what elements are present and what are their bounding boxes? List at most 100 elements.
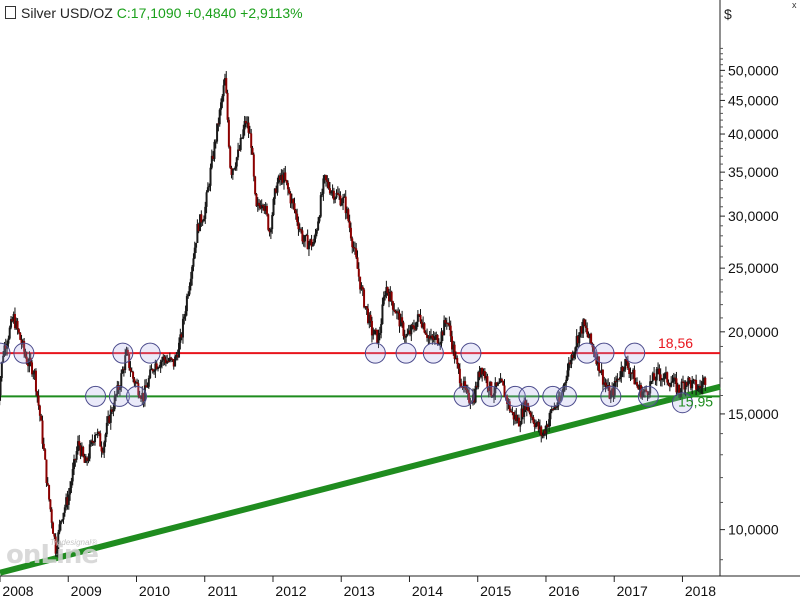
candle-down <box>432 337 435 340</box>
candle-down <box>45 459 48 484</box>
candle-up <box>241 137 244 139</box>
candle-up <box>160 360 163 362</box>
candle-down <box>448 323 451 326</box>
candle-down <box>398 312 401 327</box>
candle-down <box>403 335 406 338</box>
candle-up <box>283 172 286 183</box>
candle-up <box>175 355 178 357</box>
candle-down <box>275 188 278 193</box>
candle-down <box>418 314 421 316</box>
candle-up <box>88 444 91 459</box>
candle-up <box>57 532 60 552</box>
candle-down <box>604 382 607 386</box>
candle-up <box>596 356 599 364</box>
candle-up <box>181 318 184 338</box>
candle-up <box>334 197 337 200</box>
candle-up <box>0 378 2 396</box>
candle-up <box>94 435 97 443</box>
candle-down <box>82 446 85 457</box>
candle-up <box>482 371 485 375</box>
candle-up <box>202 218 205 222</box>
candle-down <box>445 322 448 324</box>
candle-up <box>632 369 635 374</box>
candle-up <box>579 326 582 333</box>
candle-up <box>150 369 153 371</box>
candle-down <box>552 409 555 411</box>
candle-up <box>109 409 112 423</box>
candle-up <box>684 382 687 390</box>
y-tick-label: 45,0000 <box>728 92 779 108</box>
candle-down <box>137 383 140 396</box>
candle-up <box>7 338 10 344</box>
candle-down <box>444 320 447 323</box>
candle-down <box>244 120 247 124</box>
candle-up <box>472 394 475 403</box>
candle-down <box>469 402 472 404</box>
candle-down <box>475 385 478 388</box>
candle-down <box>285 179 288 183</box>
candle-down <box>4 345 7 349</box>
y-tick-label: 40,0000 <box>728 126 779 142</box>
candle-down <box>370 320 373 336</box>
candle-down <box>351 238 354 248</box>
candle-down <box>554 406 557 408</box>
resistance-label: 18,56 <box>658 335 693 351</box>
candle-down <box>558 396 561 402</box>
candle-down <box>580 326 583 334</box>
candle-up <box>629 372 632 375</box>
candle-up <box>154 363 157 372</box>
candle-down <box>369 314 372 321</box>
candle-down <box>681 381 684 383</box>
candle-down <box>353 247 356 249</box>
candle-down <box>615 381 618 383</box>
candle-up <box>309 239 312 243</box>
candle-up <box>65 497 68 508</box>
candle-down <box>674 377 677 379</box>
x-tick-label: 2014 <box>412 583 443 599</box>
candle-down <box>332 190 335 200</box>
candle-down <box>258 202 261 206</box>
candle-down <box>704 377 707 386</box>
corner-x-icon[interactable]: x <box>792 0 797 10</box>
candle-down <box>289 193 292 204</box>
candle-down <box>163 356 166 360</box>
candle-down <box>133 378 136 384</box>
candle-up <box>343 196 346 198</box>
checkbox-icon[interactable] <box>5 6 16 19</box>
candle-up <box>618 377 621 380</box>
touch-marker <box>453 385 475 407</box>
touch-marker <box>108 385 130 407</box>
candle-up <box>80 446 83 456</box>
candle-up <box>205 192 208 207</box>
candle-up <box>440 331 443 344</box>
candle-down <box>390 291 393 302</box>
candle-down <box>397 311 400 313</box>
candle-up <box>166 360 169 364</box>
candle-down <box>250 133 253 148</box>
candle-up <box>663 373 666 379</box>
candle-up <box>385 287 388 295</box>
candle-down <box>533 422 536 427</box>
candle-down <box>300 229 303 231</box>
candle-up <box>410 325 413 335</box>
chart-header: Silver USD/OZ C:17,1090 +0,4840 +2,9113% <box>5 5 303 21</box>
x-tick-label: 2009 <box>71 583 102 599</box>
candle-down <box>423 323 426 333</box>
candle-down <box>376 329 379 344</box>
candle-up <box>304 235 307 242</box>
candle-up <box>242 129 245 138</box>
candle-up <box>3 345 6 356</box>
candle-down <box>359 276 362 290</box>
candle-down <box>693 379 696 381</box>
candle-up <box>195 242 198 248</box>
candle-down <box>675 378 678 393</box>
candle-down <box>511 411 514 413</box>
candle-down <box>617 378 620 380</box>
candle-down <box>200 214 203 223</box>
candle-up <box>70 481 73 488</box>
candle-down <box>25 356 28 364</box>
candle-down <box>263 206 266 211</box>
candle-up <box>237 149 240 158</box>
candle-up <box>504 395 507 398</box>
